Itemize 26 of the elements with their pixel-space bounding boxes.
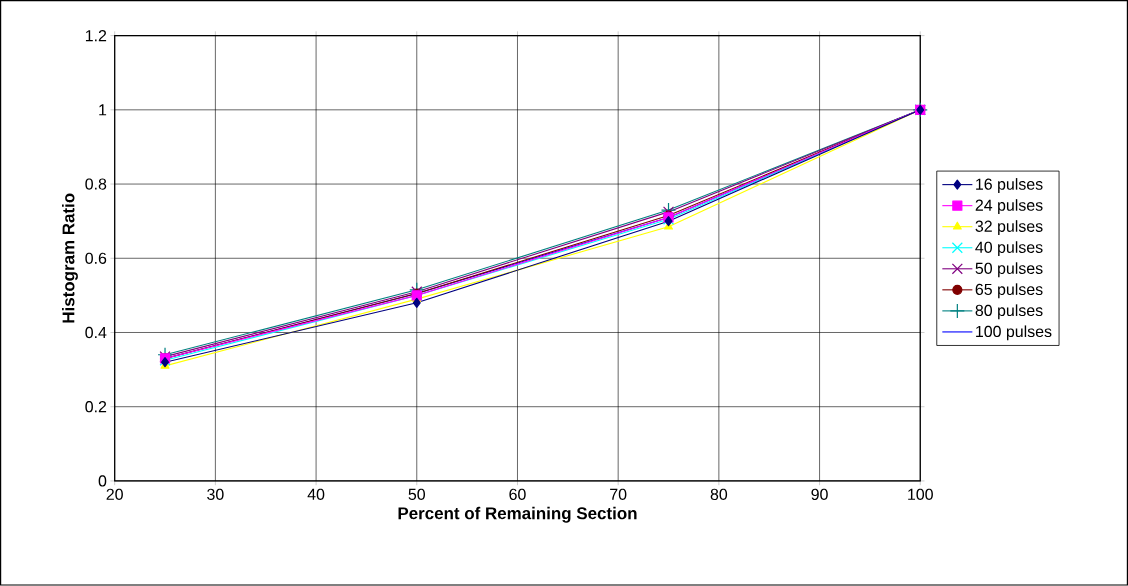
x-tick-label: 30 xyxy=(207,488,224,501)
x-tick-label: 60 xyxy=(509,488,526,501)
y-tick-label: 0.2 xyxy=(85,401,107,413)
x-tick-label: 90 xyxy=(811,488,828,501)
x-tick-label: 40 xyxy=(307,488,325,501)
legend-label: 50 pulses xyxy=(975,262,1043,278)
y-tick-label: 1.2 xyxy=(85,30,107,42)
legend-label: 16 pulses xyxy=(976,178,1043,194)
legend-label: 24 pulses xyxy=(975,199,1043,215)
x-tick-label: 70 xyxy=(610,488,627,501)
x-tick-label: 50 xyxy=(408,488,426,501)
y-tick-label: 1 xyxy=(99,104,107,116)
legend-label: 65 pulses xyxy=(975,283,1043,299)
legend-label: 80 pulses xyxy=(975,304,1043,320)
y-tick-label: 0 xyxy=(98,475,107,487)
legend-label: 40 pulses xyxy=(975,241,1043,257)
legend-label: 32 pulses xyxy=(975,220,1043,236)
x-tick-label: 20 xyxy=(106,488,123,501)
y-tick-label: 0.4 xyxy=(85,327,107,339)
x-axis-title: Percent of Remaining Section xyxy=(398,507,637,523)
y-axis-title: Histogram Ratio xyxy=(62,193,78,323)
y-tick-label: 0.6 xyxy=(85,252,107,265)
x-tick-label: 80 xyxy=(710,488,728,501)
y-tick-label: 0.8 xyxy=(85,178,107,190)
x-tick-label: 100 xyxy=(908,488,933,501)
legend-label: 100 pulses xyxy=(976,325,1052,341)
